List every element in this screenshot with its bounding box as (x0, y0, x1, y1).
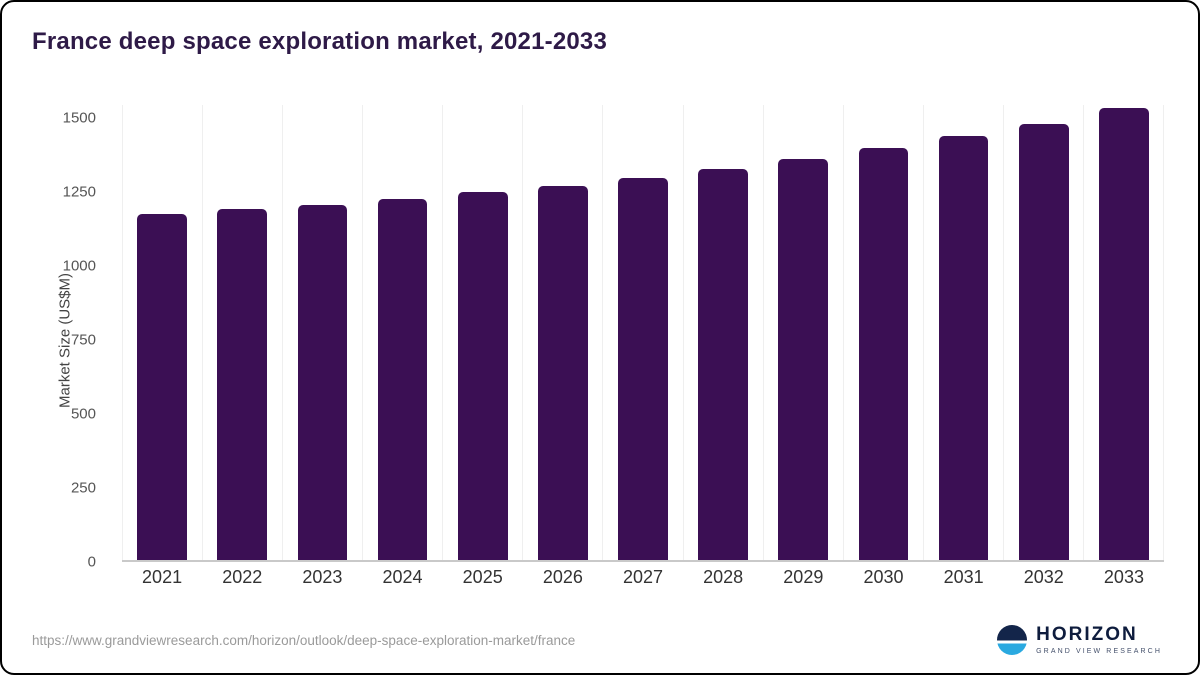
bar-series (122, 105, 1164, 560)
x-tick-label-2033: 2033 (1103, 567, 1144, 587)
chart-title: France deep space exploration market, 20… (32, 28, 608, 55)
bar-slot-2030 (843, 105, 923, 560)
bar-slot-2027 (603, 105, 683, 560)
x-axis-labels: 2021 2022 2023 2024 2025 2026 2027 2028 2029 2030… (122, 567, 1164, 588)
bar-2029 (778, 159, 829, 560)
bar-2028 (698, 169, 749, 560)
gridline-slot (922, 105, 1003, 560)
bar-slot-2024 (362, 105, 442, 560)
gridline-slot (522, 105, 602, 560)
gridline-slot (442, 105, 522, 560)
y-tick-label-0: 0 (87, 553, 96, 571)
x-tick-label-2027: 2027 (622, 567, 664, 587)
bar-slot-2023 (282, 105, 362, 560)
logo-subtitle: GRAND VIEW RESEARCH (1036, 647, 1162, 655)
gridline-slot (602, 105, 682, 560)
x-tick-label-2023: 2023 (302, 567, 343, 587)
bar-2026 (538, 186, 588, 560)
x-tick-label-2028: 2028 (703, 567, 744, 587)
bar-slot-2022 (202, 105, 282, 560)
gridline-slot (682, 105, 763, 560)
gridline-slot (202, 105, 282, 560)
bar-2023 (297, 205, 348, 560)
gridlines (122, 105, 1165, 560)
bar-slot-2026 (523, 105, 603, 560)
x-tick-label-2030: 2030 (863, 567, 904, 587)
bar-2033 (1099, 108, 1149, 560)
y-axis-tick-labels: 0 250 500 750 1000 1250 1500 (2, 105, 110, 571)
x-tick-label-2021: 2021 (142, 567, 183, 587)
y-tick-label-750: 750 (70, 331, 96, 349)
bar-2024 (377, 199, 428, 560)
gridline-slot (842, 105, 923, 560)
gridline-slot (1002, 105, 1083, 560)
x-tick-label-2031: 2031 (943, 567, 984, 587)
horizon-logo: HORIZON GRAND VIEW RESEARCH (997, 623, 1162, 656)
gridline-slot (762, 105, 843, 560)
logo-name: HORIZON (1036, 623, 1138, 645)
gridline-slot (362, 105, 442, 560)
x-tick-label-2032: 2032 (1023, 567, 1064, 587)
source-url: https://www.grandviewresearch.com/horizo… (32, 632, 576, 648)
bar-2030 (858, 148, 909, 560)
x-tick-label-2029: 2029 (783, 567, 824, 587)
x-tick-label-2024: 2024 (382, 567, 423, 587)
x-tick-label-2026: 2026 (542, 567, 583, 587)
bar-2025 (457, 192, 508, 560)
x-tick-label-2022: 2022 (222, 567, 263, 587)
bar-2022 (217, 209, 268, 560)
bar-2027 (618, 178, 668, 560)
x-tick-label-2025: 2025 (462, 567, 503, 587)
bar-2031 (938, 136, 989, 560)
bar-slot-2033 (1084, 105, 1164, 560)
gridline-slot (1082, 105, 1165, 560)
y-tick-label-250: 250 (70, 479, 96, 497)
bar-slot-2028 (683, 105, 763, 560)
bar-slot-2031 (924, 105, 1004, 560)
y-tick-label-1500: 1500 (62, 109, 96, 127)
logo-text: HORIZON GRAND VIEW RESEARCH (1036, 623, 1162, 656)
y-tick-label-1250: 1250 (62, 183, 96, 201)
footer: https://www.grandviewresearch.com/horizo… (2, 615, 1198, 673)
plot-area (122, 105, 1165, 562)
y-tick-label-500: 500 (70, 405, 96, 423)
bar-2021 (137, 214, 187, 560)
bar-2032 (1018, 124, 1069, 560)
gridline-slot (282, 105, 362, 560)
bar-slot-2029 (763, 105, 843, 560)
gridline-slot (122, 105, 202, 560)
y-tick-label-1000: 1000 (62, 257, 96, 275)
horizon-globe-icon (997, 624, 1028, 655)
bar-slot-2021 (122, 105, 202, 560)
bar-slot-2032 (1004, 105, 1084, 560)
bar-slot-2025 (443, 105, 523, 560)
